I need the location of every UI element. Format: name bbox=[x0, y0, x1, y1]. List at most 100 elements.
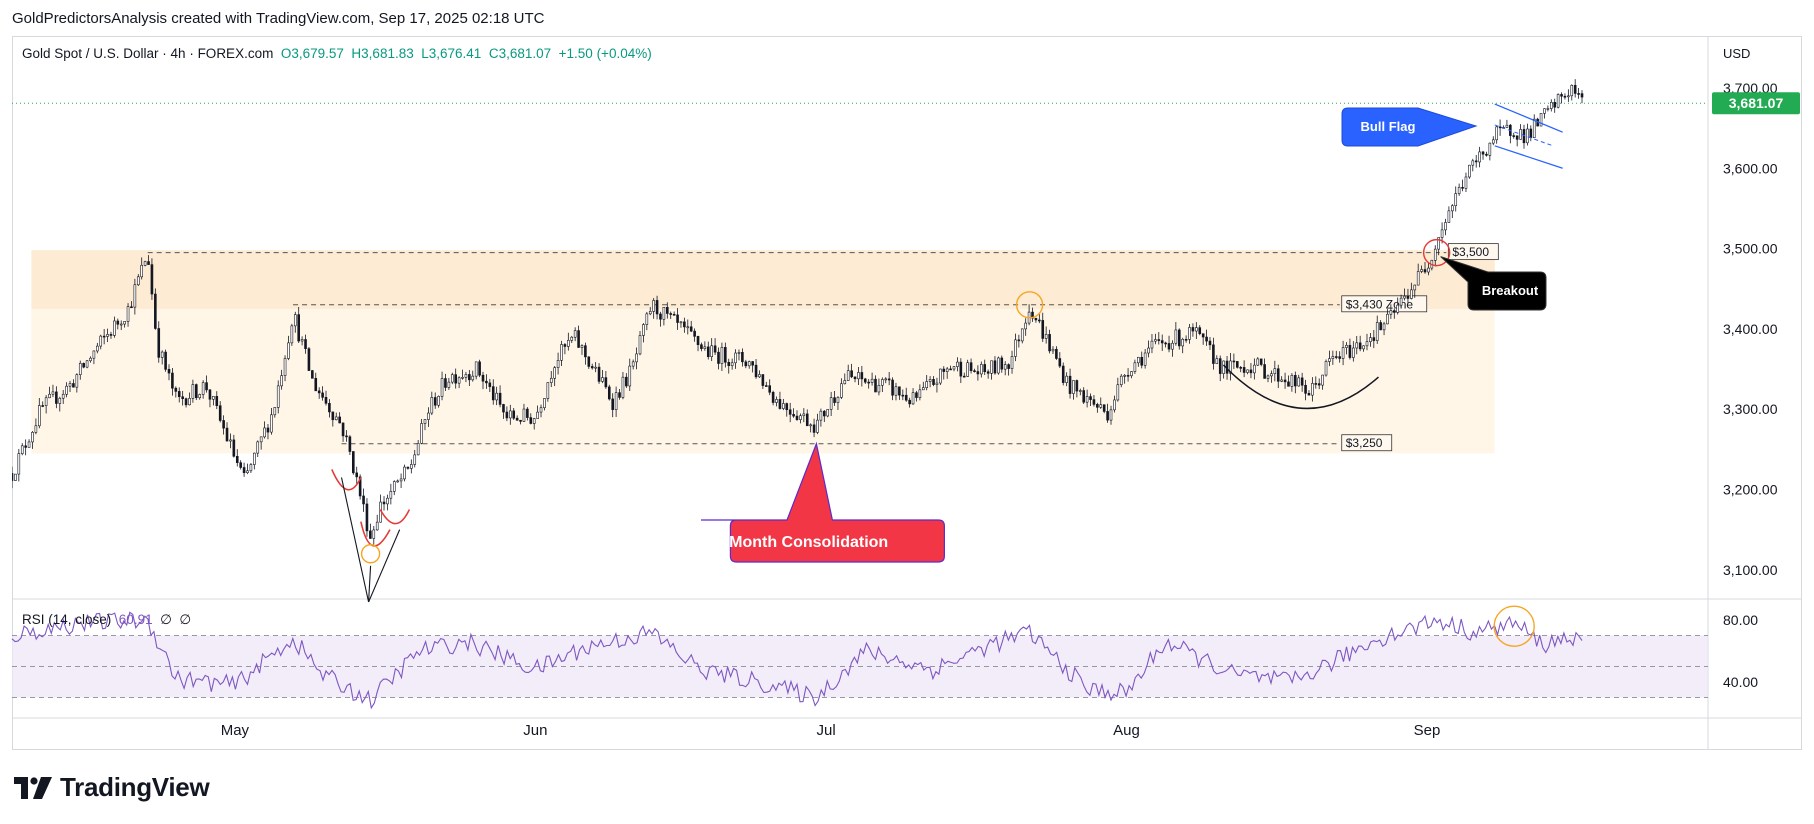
candle-body bbox=[369, 530, 372, 539]
consolidation-label: 4 Month Consolidation bbox=[716, 534, 888, 551]
candle-body bbox=[246, 470, 249, 474]
level-label-box bbox=[1341, 295, 1428, 313]
candle-body bbox=[942, 368, 946, 372]
candle-body bbox=[918, 389, 922, 398]
candle-body bbox=[870, 378, 874, 383]
candle-body bbox=[372, 529, 376, 539]
price-tick-label: 3,600.00 bbox=[1723, 160, 1778, 176]
tradingview-logo[interactable]: TradingView bbox=[14, 772, 210, 803]
candle-body bbox=[836, 397, 840, 403]
candle-body bbox=[747, 361, 751, 367]
candle-body bbox=[549, 377, 553, 383]
candle-body bbox=[597, 366, 601, 382]
candle-body bbox=[1085, 396, 1089, 403]
candle-body bbox=[884, 378, 888, 381]
candle-body bbox=[386, 497, 389, 505]
candle-body bbox=[225, 427, 229, 442]
candle-body bbox=[119, 323, 123, 326]
chart-attribution: GoldPredictorsAnalysis created with Trad… bbox=[12, 10, 545, 27]
candle-body bbox=[1546, 108, 1550, 110]
candle-body bbox=[14, 473, 17, 481]
candle-body bbox=[652, 300, 655, 312]
candle-body bbox=[782, 403, 785, 409]
candle-body bbox=[1259, 358, 1263, 365]
ohlc-change: +1.50 (+0.04%) bbox=[558, 46, 652, 61]
candle-body bbox=[481, 374, 485, 382]
candle-body bbox=[829, 397, 833, 410]
price-tick-label: 3,100.00 bbox=[1723, 562, 1778, 578]
candle-body bbox=[1556, 94, 1560, 108]
candle-body bbox=[208, 389, 212, 400]
chart-frame[interactable] bbox=[12, 36, 1802, 750]
candle-body bbox=[706, 346, 710, 358]
candle-body bbox=[672, 313, 676, 316]
candle-body bbox=[887, 378, 891, 381]
candle-body bbox=[1396, 304, 1400, 313]
candle-body bbox=[915, 392, 918, 398]
candle-body bbox=[1338, 356, 1341, 359]
rsi-legend: RSI (14, close) 60.91 ∅ ∅ bbox=[22, 612, 191, 628]
candle-body bbox=[775, 399, 778, 403]
candle-body bbox=[730, 362, 734, 366]
candle-body bbox=[584, 345, 587, 358]
breakout-label: Breakout bbox=[1482, 283, 1539, 298]
candle-body bbox=[553, 367, 556, 379]
candle-body bbox=[857, 372, 860, 380]
candle-body bbox=[338, 416, 341, 424]
candle-body bbox=[181, 396, 184, 399]
candle-body bbox=[471, 375, 475, 381]
candle-body bbox=[1256, 358, 1260, 366]
candle-body bbox=[901, 394, 905, 397]
candle-body bbox=[1208, 340, 1212, 346]
candle-body bbox=[751, 361, 754, 366]
candle-body bbox=[1109, 409, 1113, 421]
candle-body bbox=[270, 414, 273, 433]
candle-body bbox=[625, 376, 628, 387]
candle-body bbox=[819, 410, 823, 421]
candle-body bbox=[222, 420, 225, 429]
candle-body bbox=[976, 371, 980, 375]
candle-body bbox=[1375, 322, 1379, 341]
candle-body bbox=[498, 392, 502, 405]
candle-body bbox=[860, 372, 864, 380]
candle-body bbox=[198, 394, 202, 399]
candle-body bbox=[1526, 128, 1529, 144]
candle-body bbox=[1239, 367, 1243, 369]
candle-body bbox=[1529, 128, 1533, 138]
level-label: $3,500 bbox=[1452, 245, 1489, 259]
candle-body bbox=[1406, 295, 1410, 299]
candle-body bbox=[1263, 364, 1266, 379]
candle-body bbox=[567, 340, 570, 347]
candle-body bbox=[1123, 375, 1126, 377]
candle-body bbox=[1198, 327, 1202, 334]
candle-body bbox=[932, 379, 935, 385]
candle-body bbox=[843, 380, 847, 385]
candle-body bbox=[75, 374, 79, 388]
candle-body bbox=[761, 374, 765, 386]
candle-body bbox=[1512, 135, 1516, 137]
bull-flag-upper bbox=[1494, 103, 1563, 133]
candle-body bbox=[1191, 327, 1195, 332]
candle-body bbox=[1505, 124, 1509, 128]
candle-body bbox=[823, 410, 826, 417]
candle-body bbox=[683, 321, 686, 328]
candle-body bbox=[980, 364, 983, 375]
bull-flag-mid bbox=[1494, 124, 1554, 147]
candle-body bbox=[846, 370, 850, 381]
candle-body bbox=[1215, 358, 1219, 364]
candle-body bbox=[389, 491, 393, 499]
candle-body bbox=[1276, 368, 1280, 382]
candle-body bbox=[27, 441, 31, 448]
candle-body bbox=[177, 391, 181, 398]
candle-body bbox=[921, 387, 925, 391]
candle-body bbox=[621, 376, 625, 398]
candle-body bbox=[881, 379, 884, 386]
currency-selector[interactable]: USD bbox=[1723, 46, 1751, 61]
level-label-box bbox=[1447, 243, 1499, 261]
candle-body bbox=[614, 392, 618, 410]
candle-body bbox=[85, 360, 89, 368]
candle-body bbox=[1392, 310, 1396, 313]
candle-body bbox=[816, 419, 819, 433]
candle-body bbox=[1379, 322, 1382, 331]
